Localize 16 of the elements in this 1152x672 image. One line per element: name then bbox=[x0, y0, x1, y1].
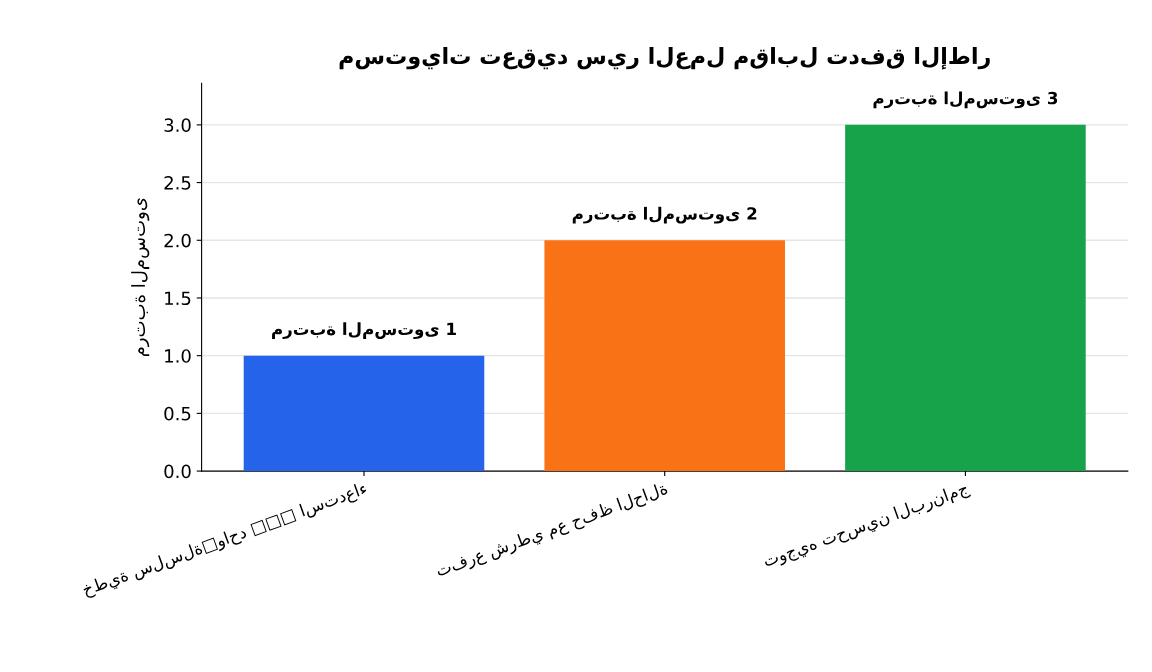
x-tick-label: تفرع شرطي مع حفظ الحالة bbox=[434, 481, 670, 581]
y-tick-label: 1.0 bbox=[165, 349, 191, 363]
bar bbox=[544, 240, 785, 472]
y-axis-title: مرتبة المستوى bbox=[131, 198, 150, 357]
bar bbox=[845, 124, 1086, 472]
y-tick-label: 2.5 bbox=[164, 176, 191, 190]
y-tick-label: 3.0 bbox=[164, 118, 191, 132]
y-tick-label: 0.0 bbox=[164, 464, 191, 479]
y-tick-label: 1.5 bbox=[165, 291, 191, 306]
chart-title: مستويات تعقيد سير العمل مقابل تدفق الإطار bbox=[339, 47, 990, 70]
y-tick-label: 0.5 bbox=[164, 406, 191, 421]
data-label: مرتبة المستوى 3 bbox=[873, 91, 1058, 109]
y-tick-label: 2.0 bbox=[164, 233, 191, 248]
bar bbox=[243, 355, 485, 472]
data-label: مرتبة المستوى 1 bbox=[272, 322, 456, 340]
data-label: مرتبة المستوى 2 bbox=[572, 206, 757, 224]
